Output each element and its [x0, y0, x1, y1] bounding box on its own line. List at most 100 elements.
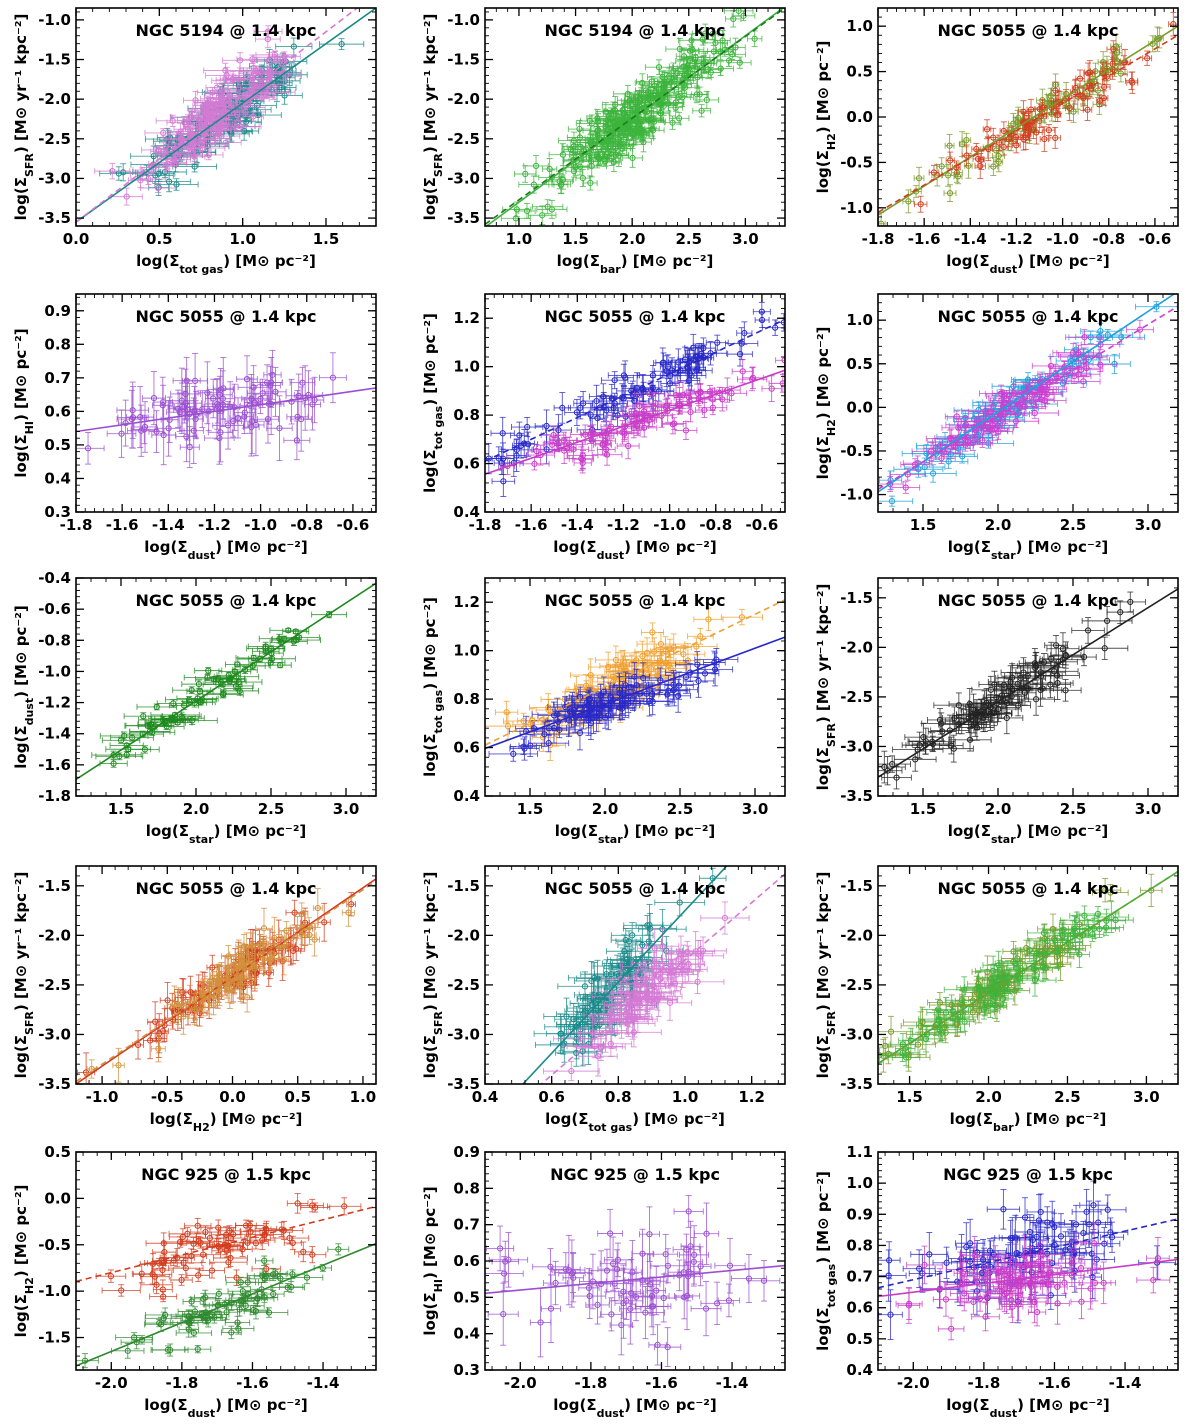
marker [633, 118, 641, 125]
data-point [542, 158, 558, 180]
data-point [583, 175, 598, 191]
series-violet [94, 25, 302, 206]
marker [223, 72, 230, 79]
marker [586, 117, 594, 125]
data-point [203, 120, 235, 139]
y-tick-label: -3.0 [38, 169, 71, 187]
fit-line-teal [76, 8, 376, 223]
marker [604, 149, 611, 156]
marker [655, 64, 663, 71]
marker [629, 154, 636, 162]
x-tick-label: 0.5 [146, 230, 173, 248]
label-part: ) [M⊙ yr⁻¹ kpc⁻²] [421, 14, 439, 153]
data-point [233, 71, 273, 84]
data-point [631, 131, 655, 145]
data-point [746, 30, 763, 48]
marker [219, 122, 227, 129]
marker [523, 207, 531, 214]
marker [639, 79, 646, 87]
data-point [575, 169, 591, 188]
y-tick-label: -3.0 [447, 169, 480, 187]
marker [680, 53, 688, 60]
marker [1100, 58, 1107, 66]
data-point [536, 199, 568, 219]
data-point [605, 152, 622, 172]
marker [609, 136, 616, 144]
data-point [240, 65, 271, 76]
marker [539, 212, 546, 219]
data-point [707, 42, 734, 61]
label-part: ) [M⊙ pc⁻²] [621, 252, 714, 270]
marker [338, 41, 345, 48]
y-tick-label: -2.0 [447, 90, 480, 108]
y-tick-label: -1.5 [38, 51, 71, 69]
marker [120, 169, 127, 176]
data-point [253, 51, 297, 64]
data-point [595, 102, 617, 122]
data-point [902, 189, 915, 214]
data-point [620, 93, 640, 109]
data-point [183, 91, 209, 110]
y-tick-label: -2.0 [38, 90, 71, 108]
y-axis-label: log(ΣSFR) [M⊙ yr⁻¹ kpc⁻²] [12, 14, 36, 221]
data-point [716, 54, 742, 67]
plot-area [878, 11, 1178, 226]
marker [692, 56, 699, 63]
marker [556, 178, 563, 185]
marker [280, 70, 287, 77]
marker [698, 107, 705, 114]
x-tick-label: 1.0 [229, 230, 256, 248]
x-axis-label: log(Σtot gas) [M⊙ pc⁻²] [136, 252, 316, 276]
marker [693, 91, 700, 98]
marker [137, 177, 144, 184]
data-point [251, 52, 288, 71]
marker [220, 95, 227, 102]
marker [177, 135, 185, 142]
y-tick-label: -2.5 [447, 130, 480, 148]
marker [546, 165, 553, 173]
marker [676, 115, 683, 122]
marker [702, 30, 709, 37]
marker [215, 126, 223, 133]
marker [204, 99, 211, 106]
label-part: ) [M⊙ pc⁻²] [223, 252, 316, 270]
data-point [679, 53, 711, 66]
data-point [668, 111, 690, 125]
data-point [154, 178, 199, 191]
x-tick-label: 0.0 [63, 230, 90, 248]
marker [166, 178, 173, 185]
marker [639, 135, 646, 142]
data-point [139, 182, 177, 194]
label-subscript: tot gas [179, 263, 223, 276]
panel-1: 0.0 0.5 1.0 1.5 -3.5 -3.0 -2.5 -2.0 -1.5 -1.0 NGC … [12, 7, 377, 276]
fit-line-dark-green [485, 8, 785, 225]
marker [247, 94, 254, 101]
marker [725, 57, 733, 64]
marker [676, 45, 683, 53]
data-point [110, 187, 143, 206]
marker [169, 117, 176, 124]
data-point [671, 68, 695, 91]
data-point [680, 44, 699, 58]
marker [615, 152, 622, 159]
label-part: log(Σ [421, 177, 439, 220]
label-part: log(Σ [557, 252, 600, 270]
data-point [200, 91, 247, 107]
marker [530, 181, 537, 188]
panel-title: NGC 5194 @ 1.4 kpc [545, 21, 726, 40]
marker [123, 193, 130, 200]
data-point [551, 174, 572, 195]
y-tick-label: -3.5 [38, 209, 71, 227]
marker [109, 168, 116, 175]
data-point [561, 139, 587, 153]
marker [634, 93, 642, 100]
marker [191, 163, 198, 170]
marker [548, 206, 556, 213]
x-tick-label: 1.5 [313, 230, 340, 248]
data-point [253, 25, 283, 38]
x-tick-label: 1.0 [506, 230, 533, 248]
y-tick-label: -2.5 [38, 130, 71, 148]
marker [570, 168, 578, 175]
marker [587, 179, 594, 187]
